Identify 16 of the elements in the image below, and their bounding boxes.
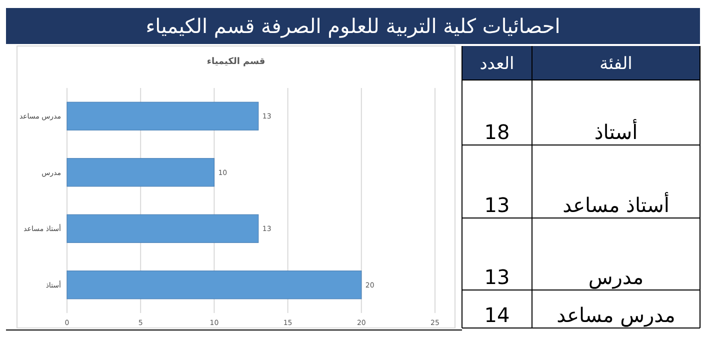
- bar: [66, 270, 362, 300]
- text: 14: [484, 303, 510, 327]
- text: أستاذ: [594, 119, 638, 144]
- text: 13: [484, 265, 510, 289]
- bar: [66, 158, 214, 187]
- text: مدرس: [588, 265, 644, 289]
- text: مدرس مساعد: [556, 303, 676, 327]
- text: الفئة: [600, 54, 632, 74]
- bar: [66, 214, 259, 243]
- text: 13: [484, 193, 510, 217]
- text: 18: [484, 120, 510, 144]
- bar: [66, 102, 259, 130]
- chart-subtitle: قسم الكيمياء: [206, 57, 266, 67]
- chart-title: احصائيات كلية التربية للعلوم الصرفة قسم الكيمياء: [146, 14, 560, 38]
- text: العدد: [480, 54, 514, 74]
- text: أستاذ مساعد: [562, 192, 670, 217]
